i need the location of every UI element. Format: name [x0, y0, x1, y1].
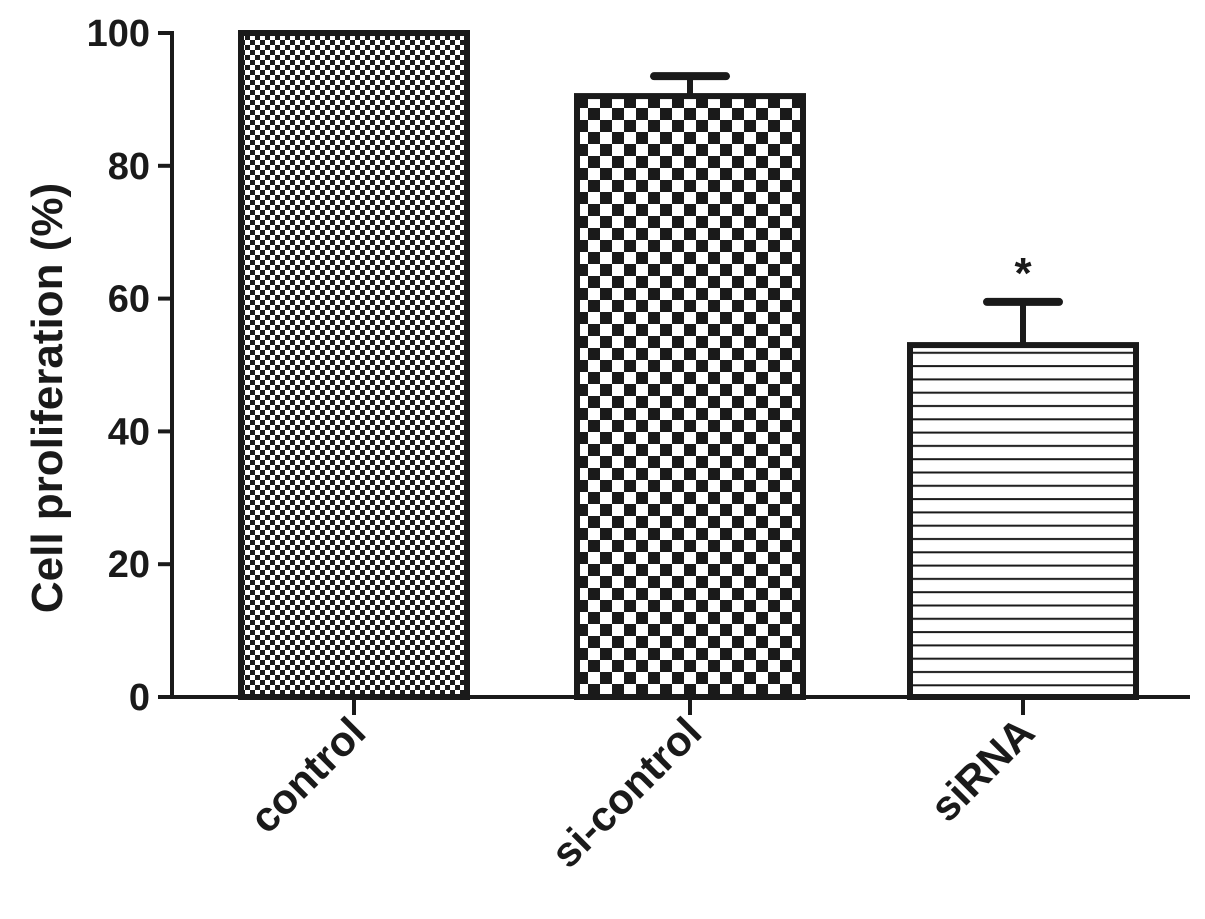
y-tick-label-20: 20	[108, 544, 150, 586]
y-tick-label-80: 80	[108, 146, 150, 188]
y-tick-label-0: 0	[129, 677, 150, 719]
bar-si-control	[574, 93, 806, 700]
y-axis-title: Cell proliferation (%)	[23, 183, 72, 613]
bar-control	[238, 30, 470, 700]
y-tick-label-40: 40	[108, 411, 150, 453]
error-bar-si-control	[650, 72, 730, 97]
error-bar-siRNA	[983, 297, 1063, 346]
x-tick-label-siRNA: siRNA	[921, 708, 1043, 830]
x-tick-label-si-control: si-control	[542, 708, 711, 877]
significance-marker-siRNA: *	[1014, 249, 1032, 298]
bar-siRNA	[907, 342, 1139, 700]
x-tick-label-control: control	[240, 708, 374, 842]
y-tick-label-60: 60	[108, 279, 150, 321]
y-tick-label-100: 100	[87, 13, 150, 55]
